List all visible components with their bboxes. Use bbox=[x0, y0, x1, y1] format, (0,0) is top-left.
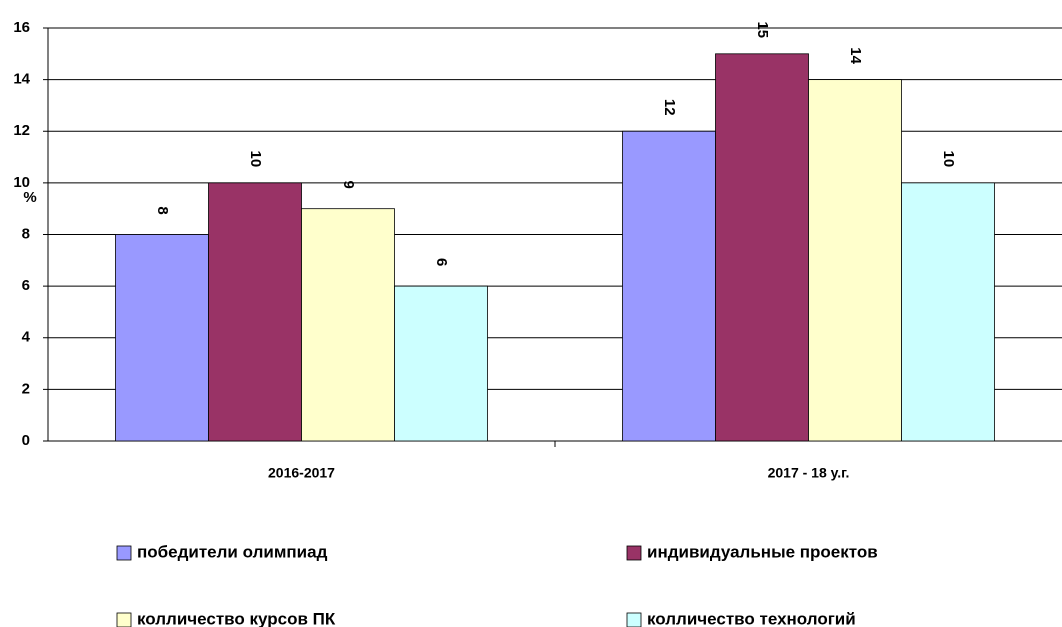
y-tick-label: 4 bbox=[22, 329, 31, 346]
y-tick-label: 16 bbox=[13, 19, 30, 36]
legend-label: индивидуальные проектов bbox=[647, 542, 878, 561]
y-tick-label: 10 bbox=[13, 174, 30, 191]
legend-label: победители олимпиад bbox=[137, 542, 328, 561]
bar bbox=[622, 130, 716, 442]
data-label: 14 bbox=[847, 47, 864, 64]
data-label: 15 bbox=[754, 21, 771, 38]
y-tick-label: 6 bbox=[22, 277, 30, 294]
bar bbox=[808, 79, 902, 442]
legend-swatch bbox=[626, 545, 642, 561]
legend-label: колличество технологий bbox=[647, 609, 856, 627]
bar bbox=[208, 182, 302, 442]
y-axis-label: % bbox=[23, 189, 36, 206]
x-tick-label: 2016-2017 bbox=[268, 465, 335, 481]
data-label: 10 bbox=[940, 151, 957, 168]
bar bbox=[301, 208, 395, 442]
legend-swatch bbox=[626, 612, 642, 627]
data-label: 10 bbox=[247, 151, 264, 168]
x-tick-label: 2017 - 18 у.г. bbox=[768, 465, 850, 481]
y-tick-label: 14 bbox=[13, 71, 30, 88]
bar bbox=[715, 53, 809, 442]
bar bbox=[901, 182, 995, 442]
legend-label: колличество курсов ПК bbox=[137, 609, 336, 627]
data-label: 6 bbox=[433, 258, 450, 266]
bar bbox=[115, 234, 209, 442]
data-label: 12 bbox=[661, 99, 678, 116]
legend-swatch bbox=[116, 545, 132, 561]
data-label: 9 bbox=[340, 181, 357, 189]
legend-swatch bbox=[116, 612, 132, 627]
bar bbox=[394, 285, 488, 442]
y-tick-label: 8 bbox=[22, 225, 30, 242]
y-tick-label: 0 bbox=[22, 432, 30, 449]
y-tick-label: 12 bbox=[13, 122, 30, 139]
data-label: 8 bbox=[154, 206, 171, 214]
y-tick-label: 2 bbox=[22, 380, 30, 397]
